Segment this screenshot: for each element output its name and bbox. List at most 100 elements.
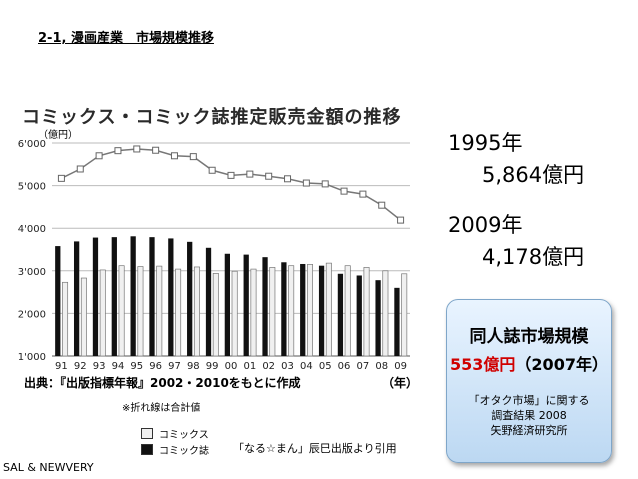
bar-comic-magazine	[337, 273, 344, 356]
bar-comics	[382, 270, 389, 357]
x-unit-label: （年）	[382, 376, 419, 390]
bar-comics	[401, 273, 408, 357]
x-tick-label: 98	[187, 361, 200, 372]
total-point	[170, 152, 178, 160]
total-point	[57, 174, 65, 182]
chart-source: 出典：『出版指標年報』2002・2010をもとに作成	[24, 376, 301, 390]
bar-comics	[288, 265, 295, 357]
y-tick-label: 4'000	[18, 224, 46, 235]
bar-comics	[363, 267, 370, 357]
bar-comics	[212, 273, 219, 357]
bar-comic-magazine	[394, 287, 400, 356]
bar-comic-magazine	[55, 246, 61, 356]
bar-comics	[156, 265, 163, 357]
doujin-box-value: 553億円	[450, 355, 516, 374]
doujin-box-year: （2007年）	[515, 355, 608, 374]
bar-comics	[137, 266, 144, 357]
x-tick-label: 93	[93, 361, 106, 372]
bar-comics	[250, 268, 257, 357]
x-tick-label: 05	[319, 361, 332, 372]
legend-label-magazines: コミック誌	[159, 445, 209, 457]
x-tick-label: 00	[225, 361, 238, 372]
bar-comic-magazine	[300, 263, 306, 356]
total-point	[189, 153, 197, 161]
x-tick-label: 09	[394, 361, 407, 372]
doujin-market-box: 同人誌市場規模 553億円（2007年） 「オタク市場」に関する 調査結果 20…	[446, 299, 612, 463]
legend-label-comics: コミックス	[159, 429, 209, 441]
bar-comic-magazine	[187, 241, 193, 356]
bar-comic-magazine	[224, 253, 230, 356]
bar-comic-magazine	[281, 262, 287, 356]
x-tick-label: 91	[55, 361, 68, 372]
x-tick-label: 02	[262, 361, 275, 372]
total-point	[227, 171, 235, 179]
x-tick-label: 92	[74, 361, 87, 372]
doujin-note-line: 調査結果 2008	[491, 409, 567, 422]
stat-year-2009: 2009年	[448, 213, 523, 237]
total-point	[95, 152, 103, 160]
total-point	[302, 179, 310, 187]
stat-value-1995: 5,864億円	[482, 163, 585, 187]
bar-comics	[344, 265, 351, 357]
x-tick-label: 03	[281, 361, 294, 372]
bar-comics	[62, 281, 69, 357]
bar-comics	[231, 270, 238, 357]
doujin-box-title: 同人誌市場規模	[469, 327, 589, 347]
legend-swatch-magazines	[141, 443, 153, 455]
total-point	[397, 216, 405, 224]
x-tick-label: 97	[168, 361, 181, 372]
bar-comic-magazine	[318, 265, 325, 356]
legend-item-magazines: コミック誌	[141, 441, 209, 457]
slide-title: 2-1, 漫画産業 市場規模推移	[38, 31, 214, 46]
total-point	[208, 166, 216, 174]
doujin-box-note: 「オタク市場」に関する 調査結果 2008 矢野経済研究所	[447, 393, 611, 438]
y-unit-label: （億円）	[38, 130, 78, 141]
bar-comic-magazine	[243, 254, 249, 356]
bar-comics	[175, 268, 182, 357]
bar-comic-magazine	[149, 237, 155, 356]
chart-title: コミックス・コミック誌推定販売金額の推移	[22, 107, 402, 128]
doujin-note-line: 矢野経済研究所	[490, 424, 568, 437]
bar-comics	[80, 277, 87, 357]
chart-legend: コミックス コミック誌	[141, 425, 209, 457]
x-tick-label: 06	[338, 361, 351, 372]
bar-comic-magazine	[111, 237, 117, 356]
bar-comics	[269, 267, 276, 357]
y-tick-label: 2'000	[18, 309, 46, 320]
bar-comic-magazine	[375, 280, 381, 356]
x-tick-label: 01	[243, 361, 256, 372]
total-point	[114, 147, 122, 155]
x-tick-label: 08	[375, 361, 388, 372]
x-tick-label: 96	[149, 361, 162, 372]
bar-comics	[193, 266, 200, 357]
total-point	[340, 187, 348, 195]
y-tick-label: 6'000	[18, 139, 46, 150]
y-tick-label: 5'000	[18, 182, 46, 193]
total-point	[76, 165, 84, 173]
bar-comic-magazine	[168, 238, 174, 356]
bar-comic-magazine	[73, 241, 80, 356]
y-tick-label: 3'000	[18, 267, 46, 278]
footer-credit: SAL & NEWVERY	[3, 461, 94, 474]
stat-year-1995: 1995年	[448, 131, 523, 155]
stat-value-2009: 4,178億円	[482, 245, 585, 269]
doujin-box-value-line: 553億円（2007年）	[447, 351, 611, 375]
x-tick-label: 95	[130, 361, 143, 372]
bar-comic-magazine	[92, 237, 99, 356]
legend-swatch-comics	[141, 427, 153, 439]
legend-item-comics: コミックス	[141, 425, 209, 441]
x-tick-label: 94	[112, 361, 125, 372]
x-tick-label: 07	[357, 361, 370, 372]
y-tick-label: 1'000	[18, 352, 46, 363]
x-tick-label: 04	[300, 361, 313, 372]
total-point	[321, 180, 329, 188]
bar-comic-magazine	[262, 257, 268, 356]
total-point	[359, 190, 367, 198]
bar-comics	[118, 265, 125, 357]
total-point	[246, 170, 254, 178]
bar-comics	[99, 269, 106, 357]
x-tick-label: 99	[206, 361, 219, 372]
citation: 「なる☆まん」辰巳出版より引用	[233, 442, 397, 455]
line-note: ※折れ線は合計値	[122, 403, 201, 414]
